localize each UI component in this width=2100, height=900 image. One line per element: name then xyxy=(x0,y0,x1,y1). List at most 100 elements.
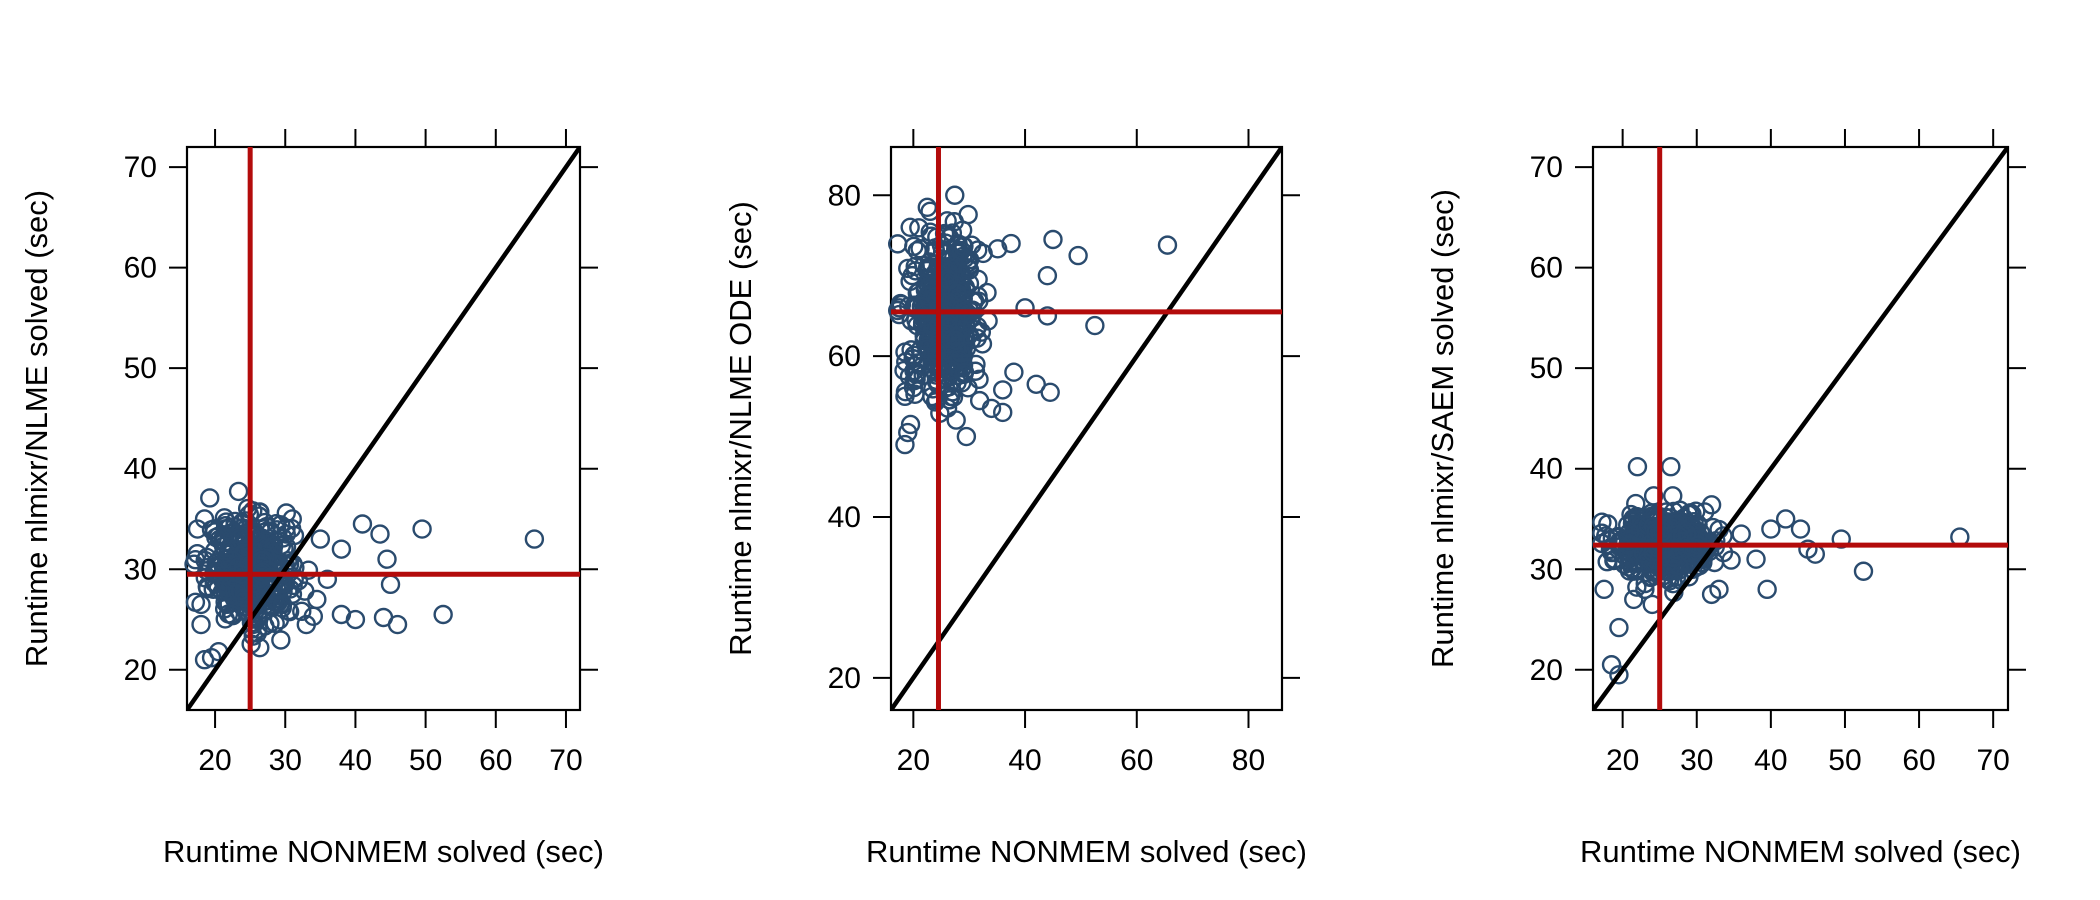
data-point xyxy=(1626,493,1646,514)
y-tick-label: 20 xyxy=(124,654,157,687)
data-point xyxy=(952,373,972,393)
data-points xyxy=(888,185,1178,455)
data-point xyxy=(1037,306,1058,326)
plot-frame xyxy=(1591,145,2010,712)
reference-lines xyxy=(891,147,1282,710)
data-point xyxy=(925,392,946,412)
panel-nlme-solved: 20 30 40 50 60 70 20 30 40 50 60 70 Runtime NONMEM s… xyxy=(19,129,604,869)
data-point xyxy=(898,422,918,443)
data-point xyxy=(993,380,1013,400)
data-point xyxy=(1701,495,1722,515)
x-tick-label: 70 xyxy=(1976,744,2009,777)
data-point xyxy=(1667,540,1687,560)
data-point xyxy=(276,503,296,523)
data-point xyxy=(910,238,930,259)
data-point xyxy=(298,560,319,580)
data-point xyxy=(307,589,327,610)
x-tick-label: 30 xyxy=(269,744,302,777)
data-point xyxy=(1721,550,1741,570)
data-point xyxy=(1757,579,1777,600)
data-point xyxy=(213,527,234,548)
data-point xyxy=(191,594,211,615)
y-tick-label: 30 xyxy=(124,553,157,586)
data-point xyxy=(1037,265,1058,286)
data-point xyxy=(1085,315,1105,336)
data-point xyxy=(317,569,338,590)
data-point xyxy=(1614,554,1635,575)
data-point xyxy=(412,519,432,539)
data-point xyxy=(1015,298,1035,318)
data-point xyxy=(524,529,545,549)
data-point xyxy=(1004,362,1024,382)
data-point xyxy=(265,613,285,634)
y-tick-label: 40 xyxy=(124,453,157,486)
data-point xyxy=(1624,589,1644,610)
data-point xyxy=(954,362,975,382)
data-point xyxy=(945,185,965,205)
data-point xyxy=(955,280,976,300)
data-point xyxy=(1043,229,1063,250)
y-tick-label: 20 xyxy=(1530,654,1563,687)
data-point xyxy=(1663,486,1683,506)
data-point xyxy=(895,342,915,362)
y-tick-label: 30 xyxy=(1530,553,1563,586)
y-axis-label: Runtime nlmixr/SAEM solved (sec) xyxy=(1425,189,1460,668)
data-point xyxy=(900,414,921,435)
data-point xyxy=(959,250,980,270)
y-tick-label: 60 xyxy=(1530,252,1563,285)
data-point xyxy=(914,307,935,327)
y-tick-label: 70 xyxy=(124,151,157,184)
data-point xyxy=(1775,509,1796,529)
data-point xyxy=(1627,457,1648,477)
data-point xyxy=(1157,235,1178,255)
data-point xyxy=(1761,519,1781,539)
x-tick-label: 40 xyxy=(339,744,372,777)
x-tick-label: 20 xyxy=(198,744,231,777)
data-point xyxy=(222,550,242,571)
data-point xyxy=(1731,524,1751,544)
data-point xyxy=(194,509,215,529)
y-axis-label: Runtime nlmixr/NLME ODE (sec) xyxy=(723,201,758,656)
data-point xyxy=(373,607,394,628)
data-point xyxy=(917,197,938,218)
data-point xyxy=(187,519,208,539)
y-tick-label: 40 xyxy=(1530,453,1563,486)
data-point xyxy=(911,296,932,317)
data-point xyxy=(221,604,242,625)
data-point xyxy=(433,604,453,625)
data-point xyxy=(1790,519,1811,539)
data-point xyxy=(971,322,992,342)
data-point xyxy=(961,235,982,255)
data-point xyxy=(1661,457,1681,477)
data-point xyxy=(895,386,915,407)
y-tick-label: 50 xyxy=(124,352,157,385)
data-point xyxy=(206,527,226,548)
data-point xyxy=(282,584,303,604)
x-axis-label: Runtime NONMEM solved (sec) xyxy=(163,834,604,869)
data-point xyxy=(941,360,961,380)
data-point xyxy=(1026,374,1046,394)
y-tick-label: 50 xyxy=(1530,352,1563,385)
data-point xyxy=(370,524,390,544)
data-point xyxy=(1746,549,1766,569)
data-point xyxy=(946,410,966,430)
data-point xyxy=(958,258,978,278)
data-point xyxy=(925,286,945,307)
data-point xyxy=(1609,665,1629,685)
data-point xyxy=(939,390,960,410)
x-tick-label: 30 xyxy=(1680,744,1713,777)
data-point xyxy=(296,614,317,635)
reference-lines xyxy=(1593,147,2008,710)
plot-frame xyxy=(185,145,582,712)
x-tick-label: 20 xyxy=(1606,744,1639,777)
data-point xyxy=(1853,561,1874,581)
data-point xyxy=(331,539,352,559)
data-point xyxy=(889,298,910,318)
x-tick-label: 40 xyxy=(1754,744,1787,777)
data-point xyxy=(947,283,967,303)
panel-saem-solved: 20 30 40 50 60 70 20 30 40 50 60 70 Runtime NONMEM s… xyxy=(1425,129,2026,869)
data-point xyxy=(1798,539,1818,559)
data-point xyxy=(917,339,937,359)
x-tick-label: 50 xyxy=(409,744,442,777)
